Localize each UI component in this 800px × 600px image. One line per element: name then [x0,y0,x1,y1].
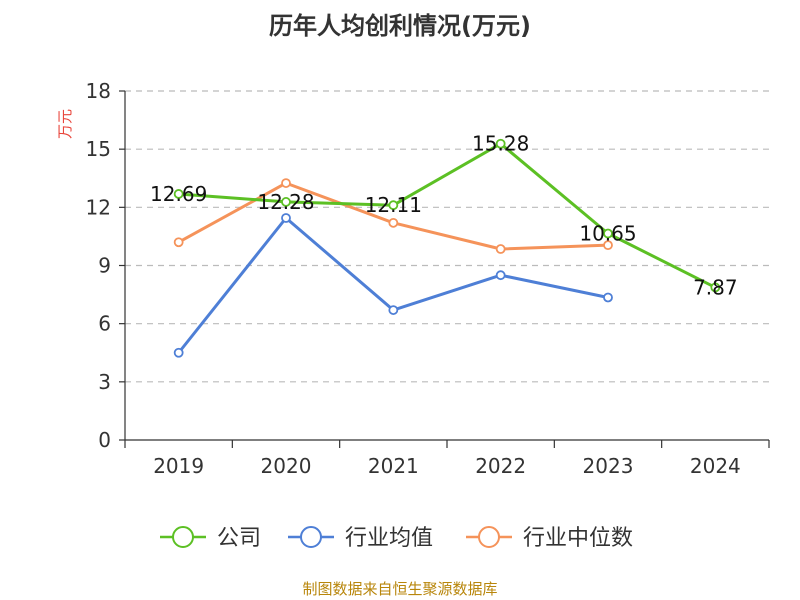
data-point-行业中位数 [388,217,399,228]
x-tick-label: 2022 [475,454,526,478]
source-note: 制图数据来自恒生聚源数据库 [302,580,498,598]
legend-label: 行业均值 [345,526,433,551]
data-label: 7.87 [693,275,738,299]
data-point-行业均值 [173,347,184,358]
data-point-公司 [603,228,613,239]
y-tick-label: 9 [98,254,111,278]
data-point-公司 [281,197,291,207]
legend-label: 公司 [217,526,261,551]
data-point-行业中位数 [173,237,184,248]
data-point-行业均值 [603,292,613,303]
data-label: 12.28 [257,190,314,214]
data-point-行业中位数 [495,244,506,254]
data-label: 12.69 [150,182,207,206]
x-tick-label: 2023 [583,454,634,478]
x-tick-label: 2021 [368,454,419,478]
y-tick-label: 15 [86,137,111,161]
y-tick-label: 18 [86,79,111,103]
y-tick-label: 12 [86,195,111,219]
data-point-行业均值 [388,305,399,315]
x-tick-label: 2019 [153,454,204,478]
legend-marker [300,526,322,548]
y-axis-label: 万元 [56,109,74,139]
y-tick-label: 0 [98,428,111,452]
series-line-公司 [178,142,717,289]
data-point-行业均值 [495,270,506,281]
data-point-行业中位数 [281,178,291,188]
legend-marker [172,526,194,548]
x-tick-label: 2020 [261,454,312,478]
data-point-公司 [173,189,184,199]
data-label: 12.11 [365,193,422,217]
y-tick-label: 3 [98,370,111,394]
legend-marker [478,526,500,548]
legend-label: 行业中位数 [523,526,633,551]
data-point-公司 [495,138,506,149]
y-tick-label: 6 [98,312,111,336]
data-label: 15.28 [472,132,529,156]
data-point-公司 [710,282,721,293]
data-label: 10.65 [579,222,636,246]
data-point-公司 [388,200,399,211]
data-point-行业中位数 [603,240,613,251]
series-line-行业均值 [177,216,609,354]
data-point-行业均值 [281,213,291,223]
chart-title: 历年人均创利情况(万元) [269,12,531,40]
x-tick-label: 2024 [690,454,741,478]
